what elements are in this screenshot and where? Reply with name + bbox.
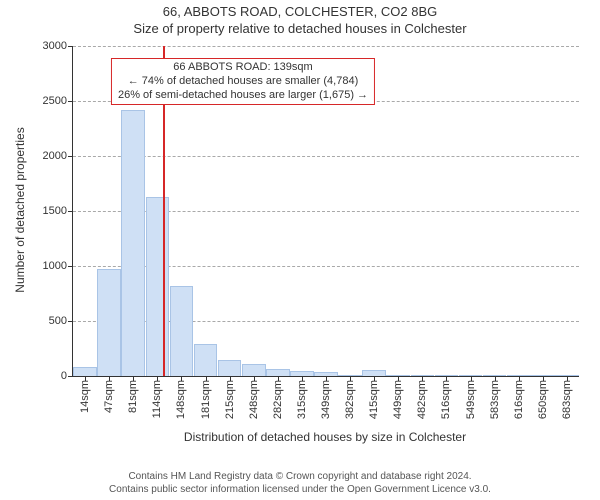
chart-plot-area: 05001000150020002500300014sqm47sqm81sqm1…	[72, 46, 579, 377]
histogram-bar	[73, 367, 97, 376]
ytick-label: 1000	[43, 260, 73, 272]
histogram-bar	[194, 344, 218, 376]
xtick-label: 181sqm	[200, 376, 212, 419]
footer-line-2: Contains public sector information licen…	[0, 483, 600, 496]
xtick-label: 14sqm	[79, 376, 91, 413]
xtick-label: 583sqm	[489, 376, 501, 419]
footer: Contains HM Land Registry data © Crown c…	[0, 470, 600, 496]
gridline	[73, 46, 579, 47]
annotation-box: 66 ABBOTS ROAD: 139sqm← 74% of detached …	[111, 58, 375, 105]
footer-line-1: Contains HM Land Registry data © Crown c…	[0, 470, 600, 483]
xtick-label: 415sqm	[368, 376, 380, 419]
histogram-bar	[170, 286, 194, 376]
histogram-bar	[121, 110, 145, 376]
annotation-line: 66 ABBOTS ROAD: 139sqm	[118, 61, 368, 75]
xtick-label: 549sqm	[465, 376, 477, 419]
ytick-label: 1500	[43, 205, 73, 217]
gridline	[73, 156, 579, 157]
ytick-label: 500	[49, 315, 73, 327]
ytick-label: 3000	[43, 40, 73, 52]
page-subtitle: Size of property relative to detached ho…	[0, 20, 600, 38]
xtick-label: 616sqm	[513, 376, 525, 419]
annotation-line: ← 74% of detached houses are smaller (4,…	[118, 75, 368, 89]
xtick-label: 315sqm	[296, 376, 308, 419]
xtick-label: 114sqm	[151, 376, 163, 418]
xtick-label: 349sqm	[320, 376, 332, 419]
ytick-label: 2500	[43, 95, 73, 107]
page-title: 66, ABBOTS ROAD, COLCHESTER, CO2 8BG	[0, 4, 600, 20]
histogram-bar	[218, 360, 242, 377]
y-axis-label: Number of detached properties	[13, 45, 27, 375]
ytick-label: 2000	[43, 150, 73, 162]
xtick-label: 482sqm	[416, 376, 428, 419]
xtick-label: 148sqm	[175, 376, 187, 419]
histogram-bar	[97, 269, 121, 376]
ytick-label: 0	[61, 370, 73, 382]
xtick-label: 248sqm	[248, 376, 260, 419]
xtick-label: 683sqm	[561, 376, 573, 419]
annotation-line: 26% of semi-detached houses are larger (…	[118, 89, 368, 103]
histogram-bar	[266, 369, 290, 376]
x-axis-label: Distribution of detached houses by size …	[72, 430, 578, 444]
histogram-bar	[242, 364, 266, 376]
xtick-label: 215sqm	[224, 376, 236, 419]
title-block: 66, ABBOTS ROAD, COLCHESTER, CO2 8BG Siz…	[0, 4, 600, 38]
xtick-label: 449sqm	[392, 376, 404, 419]
xtick-label: 47sqm	[103, 376, 115, 413]
root: 66, ABBOTS ROAD, COLCHESTER, CO2 8BG Siz…	[0, 0, 600, 500]
xtick-label: 81sqm	[127, 376, 139, 413]
xtick-label: 650sqm	[537, 376, 549, 419]
xtick-label: 516sqm	[440, 376, 452, 419]
histogram-bar	[146, 197, 170, 376]
xtick-label: 282sqm	[272, 376, 284, 419]
xtick-label: 382sqm	[344, 376, 356, 419]
